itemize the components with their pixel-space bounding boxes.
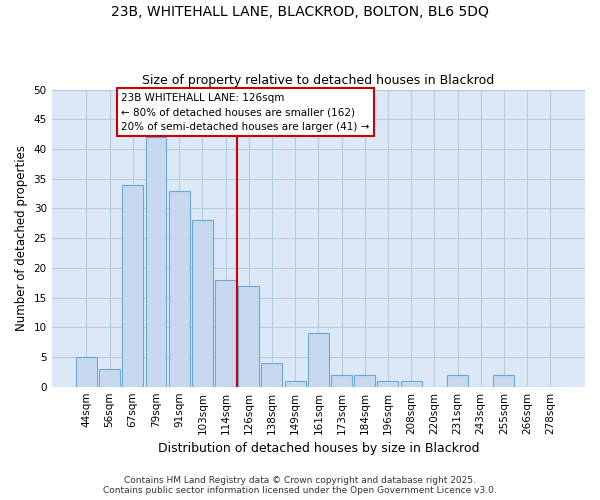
X-axis label: Distribution of detached houses by size in Blackrod: Distribution of detached houses by size … bbox=[158, 442, 479, 455]
Bar bbox=[284, 380, 305, 386]
Bar bbox=[447, 375, 468, 386]
Bar bbox=[377, 380, 398, 386]
Bar bbox=[99, 369, 120, 386]
Text: 23B, WHITEHALL LANE, BLACKROD, BOLTON, BL6 5DQ: 23B, WHITEHALL LANE, BLACKROD, BOLTON, B… bbox=[111, 5, 489, 19]
Bar bbox=[76, 357, 97, 386]
Bar bbox=[493, 375, 514, 386]
Title: Size of property relative to detached houses in Blackrod: Size of property relative to detached ho… bbox=[142, 74, 494, 87]
Bar bbox=[215, 280, 236, 386]
Bar bbox=[262, 363, 283, 386]
Text: Contains HM Land Registry data © Crown copyright and database right 2025.
Contai: Contains HM Land Registry data © Crown c… bbox=[103, 476, 497, 495]
Bar bbox=[122, 184, 143, 386]
Bar bbox=[238, 286, 259, 386]
Bar bbox=[192, 220, 213, 386]
Bar bbox=[331, 375, 352, 386]
Text: 23B WHITEHALL LANE: 126sqm
← 80% of detached houses are smaller (162)
20% of sem: 23B WHITEHALL LANE: 126sqm ← 80% of deta… bbox=[121, 92, 370, 132]
Bar bbox=[146, 137, 166, 386]
Bar bbox=[169, 190, 190, 386]
Bar bbox=[401, 380, 422, 386]
Y-axis label: Number of detached properties: Number of detached properties bbox=[15, 145, 28, 331]
Bar bbox=[308, 333, 329, 386]
Bar bbox=[354, 375, 375, 386]
